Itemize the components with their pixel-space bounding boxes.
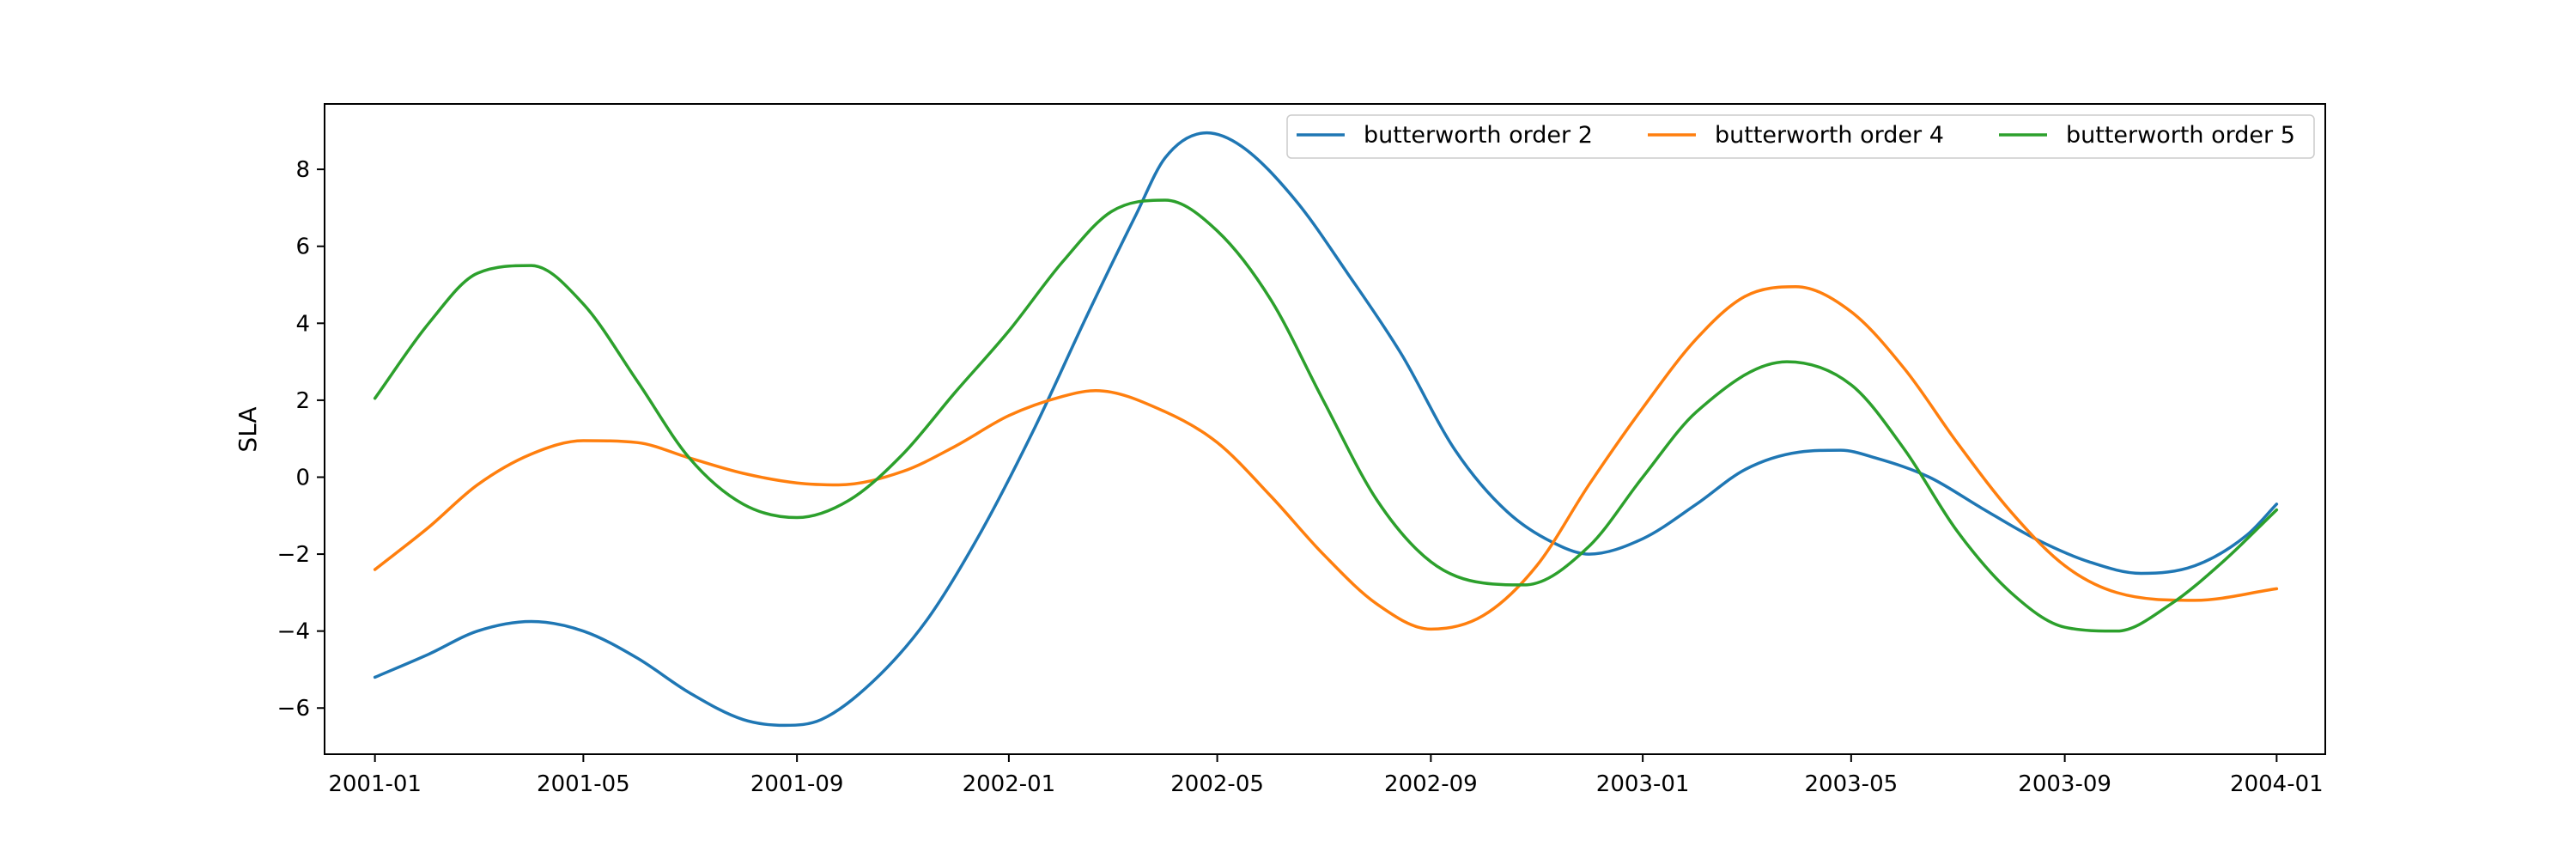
y-axis-label: SLA bbox=[234, 406, 262, 452]
y-tick-label: −6 bbox=[277, 696, 310, 722]
y-tick-label: 8 bbox=[295, 157, 310, 183]
series-layer bbox=[373, 131, 2279, 728]
y-tick-label: 2 bbox=[295, 388, 310, 414]
series-line-butterworth-order-5 bbox=[373, 198, 2279, 633]
x-tick-label: 2003-09 bbox=[2018, 771, 2111, 797]
legend-box bbox=[1286, 114, 2315, 159]
y-tick-label: −4 bbox=[277, 619, 310, 645]
y-tick-label: −2 bbox=[277, 542, 310, 568]
y-tick-label: 6 bbox=[295, 235, 310, 260]
legend: butterworth order 2 butterworth order 4 … bbox=[1286, 114, 2315, 159]
x-tick-label: 2001-01 bbox=[328, 771, 422, 797]
x-tick-label: 2004-01 bbox=[2230, 771, 2324, 797]
x-tick-label: 2002-09 bbox=[1384, 771, 1478, 797]
y-tick-label: 0 bbox=[295, 465, 310, 490]
series-line-butterworth-order-2 bbox=[373, 131, 2279, 728]
x-tick-label: 2001-05 bbox=[537, 771, 630, 797]
plot-frame bbox=[324, 103, 2326, 755]
legend-label-order-2: butterworth order 2 bbox=[1364, 122, 1593, 149]
legend-label-order-5: butterworth order 5 bbox=[2066, 122, 2295, 149]
x-tick-label: 2002-05 bbox=[1170, 771, 1264, 797]
y-tick-label: 4 bbox=[295, 311, 310, 337]
x-axis: 2001-01 2001-05 2001-09 2002-01 2002-05 2002-… bbox=[328, 754, 2324, 797]
x-tick-label: 2002-01 bbox=[963, 771, 1056, 797]
series-line-butterworth-order-4 bbox=[373, 285, 2279, 631]
x-tick-label: 2001-09 bbox=[750, 771, 844, 797]
x-tick-label: 2003-05 bbox=[1805, 771, 1899, 797]
legend-label-order-4: butterworth order 4 bbox=[1715, 122, 1944, 149]
y-axis: −6 −4 −2 0 2 4 6 8 bbox=[277, 157, 325, 722]
x-tick-label: 2003-01 bbox=[1596, 771, 1690, 797]
